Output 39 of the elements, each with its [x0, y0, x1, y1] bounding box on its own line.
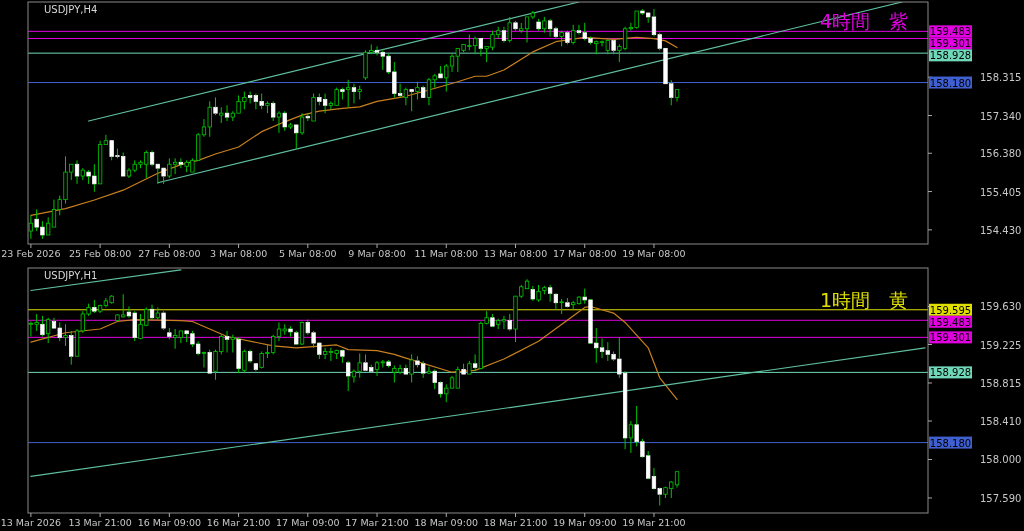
- y-tick-label: 154.430: [980, 224, 1022, 236]
- x-tick-label: 5 Mar 08:00: [279, 248, 337, 259]
- ref-line-label: 159.483: [929, 25, 972, 38]
- y-tick-label: 157.590: [980, 493, 1022, 504]
- x-tick-label: 19 Mar 08:00: [622, 248, 686, 259]
- y-tick-label: 156.380: [980, 148, 1022, 160]
- ref-line-label: 158.928: [929, 366, 972, 379]
- x-tick-label: 19 Mar 09:00: [553, 517, 617, 528]
- y-tick-label: 158.410: [980, 416, 1022, 427]
- x-tick-label: 16 Mar 21:00: [206, 517, 271, 528]
- x-tick-label: 13 Mar 2026: [0, 517, 61, 528]
- x-tick-label: 27 Feb 08:00: [138, 248, 201, 259]
- x-tick-label: 17 Mar 09:00: [276, 517, 340, 528]
- y-tick-label: 157.340: [980, 110, 1022, 122]
- annotation: 1時間 黄: [819, 288, 908, 311]
- ref-line-label: 159.301: [929, 37, 972, 50]
- x-tick-label: 17 Mar 08:00: [553, 248, 617, 259]
- y-tick-label: 159.225: [980, 339, 1022, 351]
- y-tick-label: 155.405: [980, 186, 1022, 198]
- title: USDJPY,H1: [44, 270, 98, 281]
- x-tick-label: 23 Feb 2026: [1, 248, 61, 259]
- y-tick-label: 158.315: [980, 72, 1022, 84]
- x-tick-label: 18 Mar 09:00: [414, 517, 478, 528]
- x-tick-label: 17 Mar 21:00: [345, 517, 409, 528]
- y-tick-label: 158.000: [980, 454, 1022, 466]
- x-tick-label: 18 Mar 21:00: [483, 517, 548, 528]
- ref-line-label: 158.928: [929, 49, 972, 62]
- x-tick-label: 13 Mar 21:00: [68, 517, 132, 528]
- x-tick-label: 19 Mar 21:00: [622, 517, 686, 528]
- x-tick-label: 3 Mar 08:00: [209, 248, 268, 259]
- y-tick-label: 159.630: [980, 301, 1022, 313]
- title: USDJPY,H4: [44, 4, 98, 15]
- y-tick-label: 158.815: [980, 378, 1022, 389]
- x-tick-label: 25 Feb 08:00: [68, 248, 132, 259]
- x-tick-label: 16 Mar 09:00: [137, 517, 202, 528]
- x-tick-label: 13 Mar 08:00: [483, 248, 548, 259]
- ref-line-label: 159.301: [929, 331, 972, 344]
- x-tick-label: 9 Mar 08:00: [348, 248, 406, 259]
- x-tick-label: 11 Mar 08:00: [414, 248, 478, 259]
